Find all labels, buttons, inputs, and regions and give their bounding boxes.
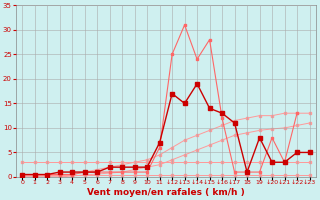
- X-axis label: Vent moyen/en rafales ( km/h ): Vent moyen/en rafales ( km/h ): [87, 188, 245, 197]
